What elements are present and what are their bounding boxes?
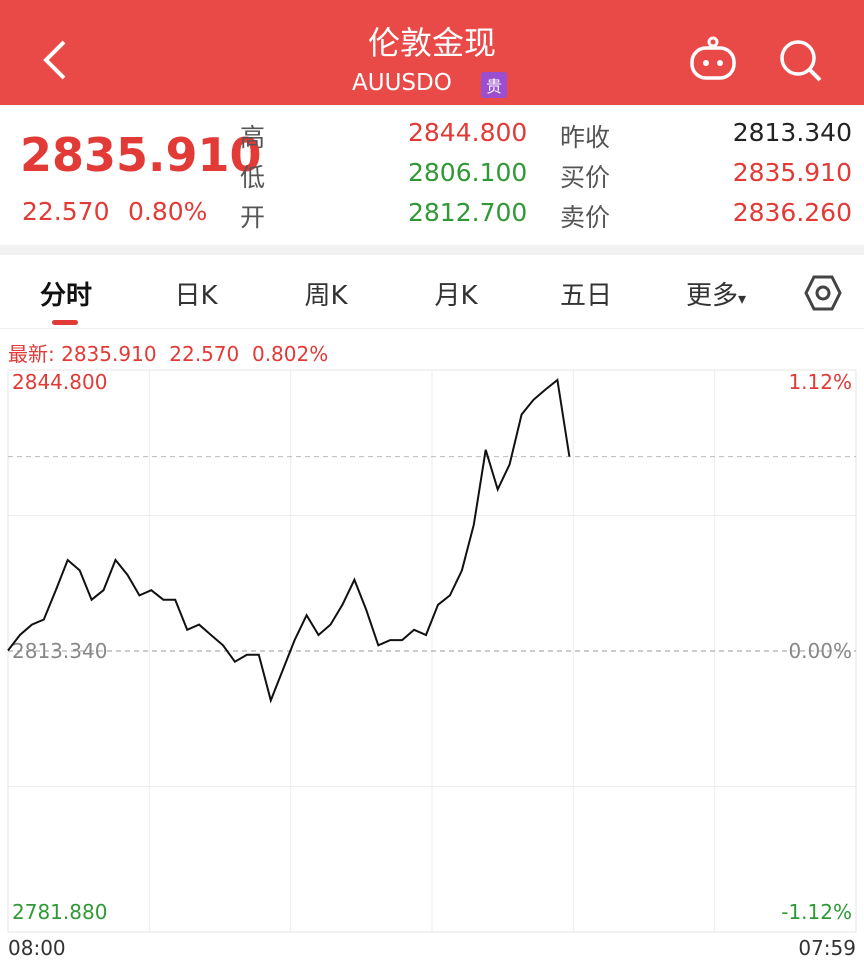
info-line: 最新: 2835.910 22.570 0.802% (8, 338, 328, 367)
tab[interactable]: 月K (434, 281, 478, 311)
price: 2835.910 (20, 128, 262, 182)
info-label: 最新: (8, 342, 55, 366)
row-label: 买价 (560, 163, 611, 192)
row-value: 2813.340 (732, 118, 852, 147)
price-line (7, 378, 571, 704)
change: 22.570 (22, 197, 110, 226)
y2-tick-label: 0.00% (788, 639, 852, 663)
info-price: 2835.910 (61, 342, 157, 366)
settings-icon[interactable] (804, 274, 842, 312)
x-label: 07:59 (798, 936, 856, 960)
divider (0, 328, 864, 329)
row-label: 高 (240, 123, 266, 152)
title: 伦敦金现 (367, 24, 496, 62)
row-value: 2812.700 (408, 198, 528, 227)
tab[interactable]: 五日 (559, 281, 612, 311)
row-value: 2835.910 (732, 158, 852, 187)
row-label: 卖价 (560, 203, 611, 232)
search-icon[interactable] (778, 38, 824, 84)
tab[interactable]: 日K (174, 281, 218, 311)
info-change: 22.570 (169, 342, 240, 366)
row-value: 2844.800 (408, 118, 528, 147)
tab[interactable]: 分时 (39, 281, 92, 311)
y-tick-label: 2781.880 (12, 900, 107, 924)
separator (0, 245, 864, 255)
change-pct: 0.80% (128, 197, 208, 226)
y2-tick-label: 1.12% (788, 370, 852, 394)
x-label: 08:00 (8, 936, 66, 960)
y-tick-label: 2813.340 (12, 639, 107, 663)
row-label: 昨收 (560, 123, 611, 152)
row-value: 2836.260 (732, 198, 852, 227)
badge: 贵 (481, 72, 508, 98)
y2-tick-label: -1.12% (781, 900, 852, 924)
tab[interactable]: 周K (304, 281, 348, 311)
header: 伦敦金现 AUUSDO 贵 (0, 0, 864, 105)
tab[interactable]: 更多▾ (685, 281, 747, 311)
row-label: 开 (240, 203, 266, 232)
row-value: 2806.100 (408, 158, 528, 187)
back-button[interactable] (40, 38, 70, 82)
subtitle: AUUSDO (352, 70, 452, 96)
robot-icon[interactable] (688, 36, 738, 82)
y-tick-label: 2844.800 (12, 370, 107, 394)
tab-underline (52, 320, 78, 325)
info-pct: 0.802% (251, 342, 329, 366)
row-label: 低 (240, 163, 266, 192)
